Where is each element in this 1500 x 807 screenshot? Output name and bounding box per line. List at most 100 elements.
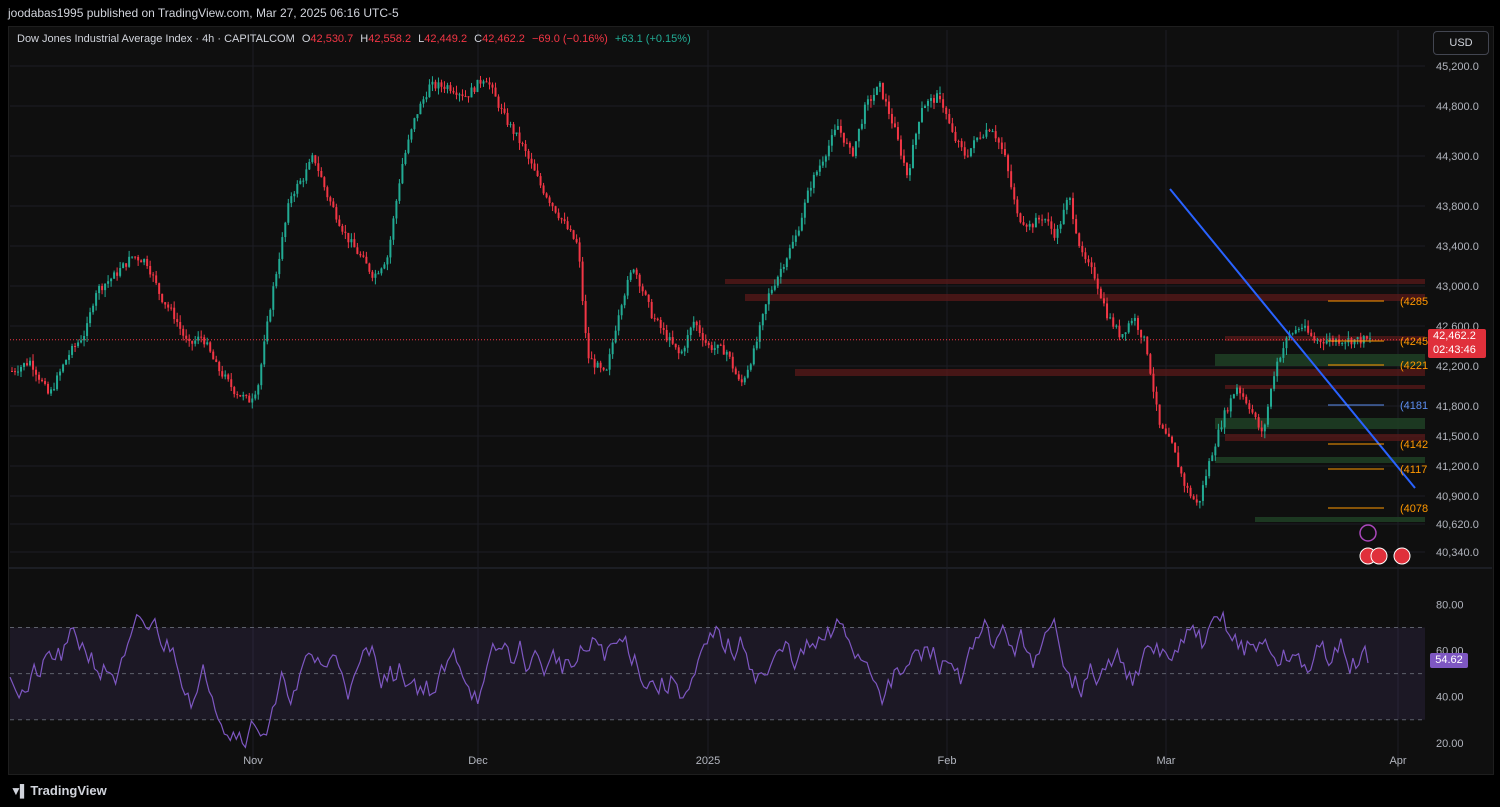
candle-body bbox=[296, 183, 299, 194]
candle-body bbox=[131, 256, 134, 258]
candle-body bbox=[320, 170, 323, 178]
candle-body bbox=[851, 147, 854, 157]
candle-body bbox=[473, 87, 476, 92]
y-tick-label: 40,620.0 bbox=[1436, 519, 1479, 531]
candle-body bbox=[476, 79, 479, 92]
candle-body bbox=[1007, 155, 1010, 172]
level-label: (4142 bbox=[1400, 439, 1428, 451]
y-tick-label: 44,300.0 bbox=[1436, 151, 1479, 163]
candle-body bbox=[1013, 187, 1016, 200]
candle-body bbox=[1037, 217, 1040, 220]
candle-body bbox=[335, 207, 338, 220]
candle-body bbox=[1087, 259, 1090, 263]
candle-body bbox=[593, 358, 596, 368]
candle-body bbox=[988, 129, 991, 132]
candle-body bbox=[884, 98, 887, 102]
candle-body bbox=[284, 222, 287, 238]
y-tick-label: 41,800.0 bbox=[1436, 401, 1479, 413]
x-tick-label: Mar bbox=[1157, 755, 1176, 767]
candle-body bbox=[800, 217, 803, 231]
support-zone bbox=[1215, 354, 1425, 366]
candle-body bbox=[401, 163, 404, 184]
candle-body bbox=[1211, 455, 1214, 462]
candle-body bbox=[1300, 327, 1303, 329]
candle-body bbox=[23, 363, 26, 367]
candle-body bbox=[443, 86, 446, 89]
candle-body bbox=[932, 98, 935, 103]
lightning-event-icon bbox=[1359, 524, 1377, 542]
candle-body bbox=[1297, 328, 1300, 331]
candle-body bbox=[1304, 325, 1307, 328]
candle-body bbox=[377, 273, 380, 275]
candle-body bbox=[89, 312, 92, 324]
candle-body bbox=[86, 323, 89, 336]
candle-body bbox=[848, 142, 851, 148]
candle-body bbox=[281, 237, 284, 259]
symbol-name[interactable]: Dow Jones Industrial Average Index · 4h … bbox=[17, 33, 295, 45]
candle-body bbox=[209, 342, 212, 352]
candle-body bbox=[875, 86, 878, 95]
candle-body bbox=[1000, 142, 1003, 150]
candle-body bbox=[976, 137, 979, 141]
candle-body bbox=[65, 359, 68, 365]
candle-body bbox=[1279, 357, 1282, 362]
candle-body bbox=[380, 268, 383, 274]
candle-body bbox=[1041, 219, 1044, 221]
candle-body bbox=[797, 230, 800, 236]
candle-body bbox=[71, 345, 74, 355]
tradingview-logo[interactable]: ▼▌ TradingView bbox=[10, 783, 107, 798]
candle-body bbox=[674, 343, 677, 348]
candle-body bbox=[599, 362, 602, 368]
candle-body bbox=[749, 364, 752, 370]
candle-body bbox=[647, 294, 650, 302]
candle-body bbox=[767, 293, 770, 305]
level-label: (4245 bbox=[1400, 336, 1428, 348]
candle-body bbox=[740, 379, 743, 383]
symbol-legend: Dow Jones Industrial Average Index · 4h … bbox=[17, 33, 691, 45]
candle-body bbox=[908, 168, 911, 176]
candle-body bbox=[644, 291, 647, 295]
candle-body bbox=[935, 93, 938, 103]
candle-body bbox=[620, 305, 623, 316]
candle-body bbox=[359, 253, 362, 256]
candle-body bbox=[1365, 336, 1368, 339]
candle-body bbox=[608, 354, 611, 370]
candle-body bbox=[659, 319, 662, 328]
candle-body bbox=[857, 128, 860, 142]
candle-body bbox=[494, 87, 497, 97]
candle-body bbox=[134, 256, 137, 258]
candle-body bbox=[221, 371, 224, 377]
candle-body bbox=[997, 138, 1000, 143]
candle-body bbox=[951, 123, 954, 132]
candle-body bbox=[725, 351, 728, 355]
candle-body bbox=[731, 356, 734, 369]
candle-body bbox=[137, 257, 140, 261]
candle-body bbox=[467, 96, 470, 98]
candle-body bbox=[113, 272, 116, 279]
x-tick-label: Nov bbox=[243, 755, 263, 767]
candle-body bbox=[440, 82, 443, 87]
candle-body bbox=[1010, 171, 1013, 188]
candle-body bbox=[413, 118, 416, 130]
candle-body bbox=[560, 218, 563, 220]
resistance-zone bbox=[1225, 434, 1425, 441]
candle-body bbox=[272, 286, 275, 310]
candle-body bbox=[425, 97, 428, 100]
candle-body bbox=[521, 143, 524, 145]
currency-button[interactable]: USD bbox=[1433, 31, 1489, 55]
candle-body bbox=[1093, 267, 1096, 279]
level-label: (4117 bbox=[1400, 464, 1427, 476]
candle-body bbox=[1341, 343, 1344, 345]
candle-body bbox=[839, 125, 842, 133]
rsi-tick-label: 40.00 bbox=[1436, 692, 1464, 704]
candle-body bbox=[1155, 391, 1158, 405]
candle-body bbox=[419, 103, 422, 115]
candle-body bbox=[899, 139, 902, 156]
candle-body bbox=[515, 132, 518, 134]
candle-body bbox=[1325, 340, 1328, 344]
candle-body bbox=[212, 351, 215, 360]
candle-body bbox=[227, 374, 230, 380]
candle-body bbox=[1031, 224, 1034, 228]
candle-body bbox=[878, 82, 881, 87]
